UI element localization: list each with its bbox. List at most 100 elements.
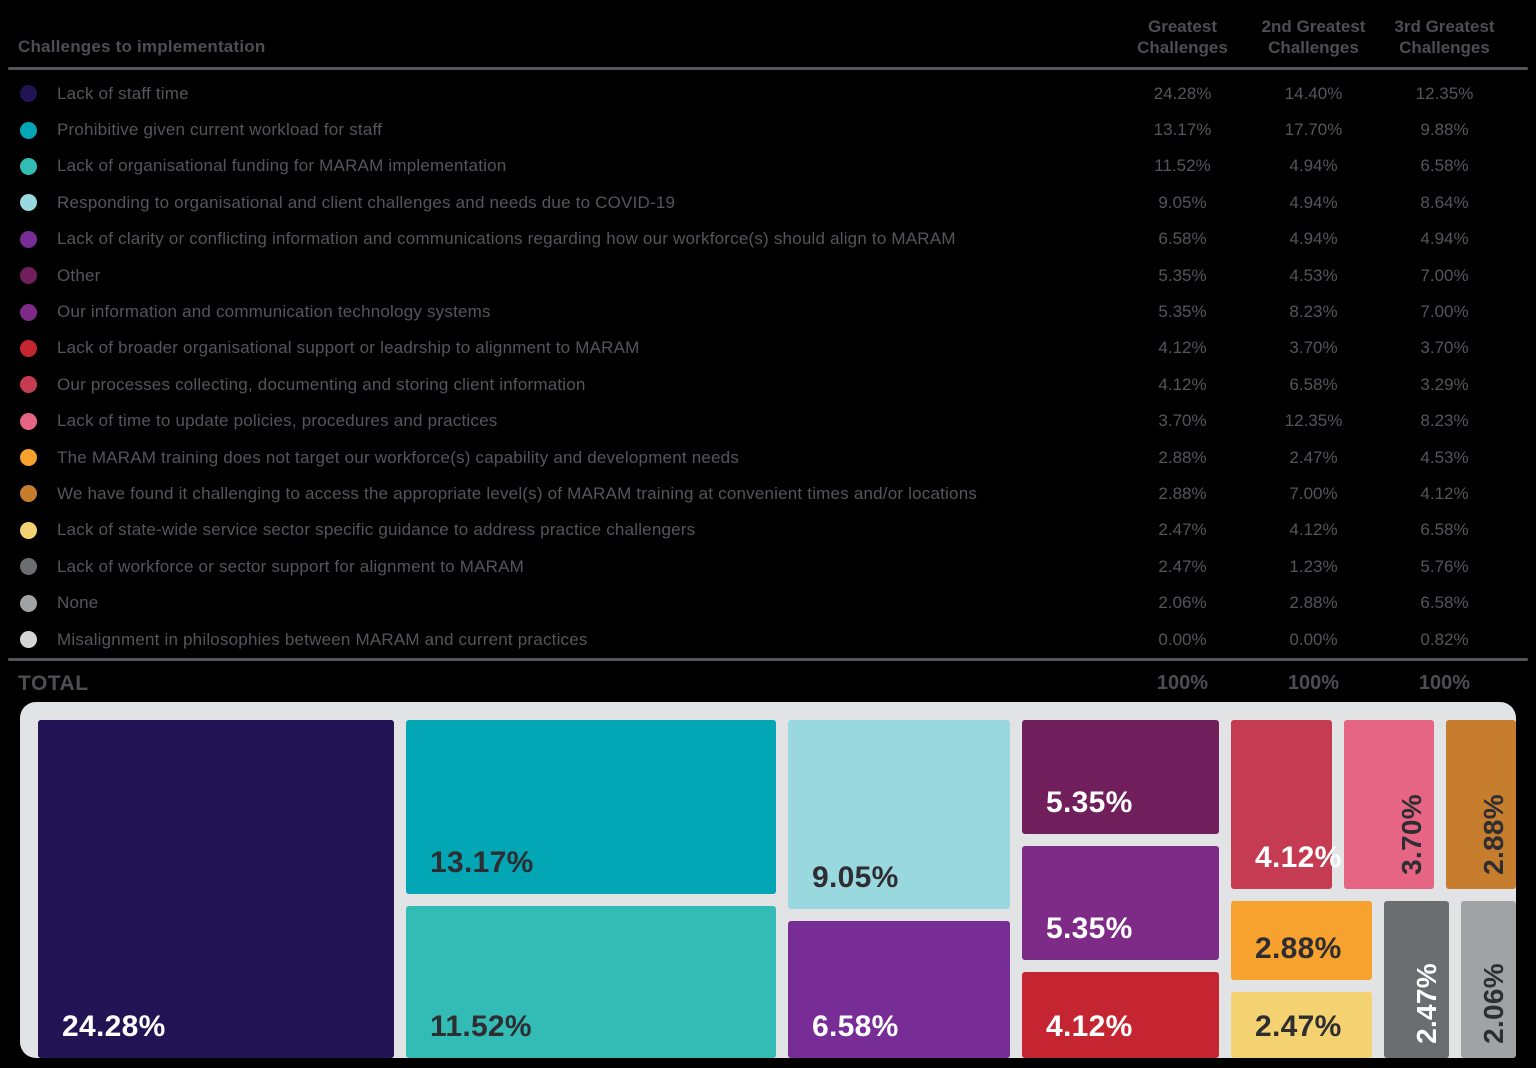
table-row: Responding to organisational and client … (0, 185, 1536, 221)
challenge-label: Lack of clarity or conflicting informati… (57, 229, 956, 249)
table-header: Challenges to implementation Greatest Ch… (0, 0, 1536, 67)
challenge-value-col2: 0.00% (1289, 629, 1338, 649)
challenge-color-dot-icon (20, 230, 37, 248)
challenge-label: Lack of state-wide service sector specif… (57, 520, 696, 540)
challenge-color-dot-icon (20, 157, 37, 175)
challenge-value-col3: 12.35% (1415, 83, 1474, 103)
treemap-tile: 5.35% (1022, 846, 1219, 960)
treemap-tile-label: 2.06% (1478, 963, 1509, 1044)
treemap-chart: 24.28% 13.17% 11.52% 9.05% 6.58% 5.35% 5.35% 4.… (20, 702, 1516, 1058)
treemap-tile: 5.35% (1022, 720, 1219, 834)
challenge-value-col2: 4.94% (1289, 229, 1338, 249)
challenge-label: Misalignment in philosophies between MAR… (57, 629, 588, 649)
column-header-2nd-greatest: 2nd Greatest Challenges (1261, 17, 1366, 58)
challenge-color-dot-icon (20, 485, 37, 503)
treemap-tile: 2.06% (1461, 901, 1516, 1058)
treemap-tile-label: 2.47% (1255, 1010, 1342, 1043)
challenge-color-dot-icon (20, 594, 37, 612)
challenge-value-col2: 4.94% (1289, 156, 1338, 176)
challenge-color-dot-icon (20, 194, 37, 212)
challenge-value-col3: 5.76% (1420, 556, 1469, 576)
total-value-2nd: 100% (1287, 672, 1340, 695)
challenge-value-col1: 2.88% (1158, 447, 1207, 467)
treemap-tile-label: 5.35% (1046, 912, 1133, 945)
table-row: Our information and communication techno… (0, 294, 1536, 330)
challenge-value-col3: 0.82% (1420, 629, 1469, 649)
challenge-rows: Lack of staff time 24.28% 14.40% 12.35% Proh… (0, 70, 1536, 658)
treemap-tile: 2.47% (1384, 901, 1449, 1058)
challenge-label: Prohibitive given current workload for s… (57, 120, 383, 140)
challenge-color-dot-icon (20, 449, 37, 467)
total-row: TOTAL 100% 100% 100% (0, 663, 1536, 705)
treemap-tile: 24.28% (38, 720, 394, 1058)
challenge-value-col2: 4.94% (1289, 192, 1338, 212)
total-value-3rd: 100% (1418, 672, 1471, 695)
treemap-tile-label: 6.58% (812, 1010, 899, 1043)
challenge-label: We have found it challenging to access t… (57, 483, 978, 503)
treemap-tile-label: 3.70% (1396, 794, 1427, 875)
challenge-color-dot-icon (20, 521, 37, 539)
table-row: Lack of broader organisational support o… (0, 330, 1536, 366)
challenge-value-col3: 9.88% (1420, 120, 1469, 140)
table-row: Other 5.35% 4.53% 7.00% (0, 257, 1536, 293)
treemap-tile: 2.88% (1231, 901, 1372, 980)
treemap-tile: 2.88% (1446, 720, 1516, 889)
challenge-label: Lack of time to update policies, procedu… (57, 411, 498, 431)
challenge-label: Our information and communication techno… (57, 302, 491, 322)
challenge-color-dot-icon (20, 412, 37, 430)
treemap-tile-label: 4.12% (1255, 841, 1342, 874)
challenge-value-col2: 8.23% (1289, 302, 1338, 322)
challenge-value-col3: 8.23% (1420, 411, 1469, 431)
treemap-tile: 11.52% (406, 906, 776, 1058)
challenge-value-col2: 1.23% (1289, 556, 1338, 576)
challenge-label: Lack of broader organisational support o… (57, 338, 640, 358)
treemap-tile-label: 2.88% (1478, 794, 1509, 875)
challenge-value-col1: 5.35% (1158, 265, 1207, 285)
treemap-tile-label: 2.47% (1411, 963, 1442, 1044)
treemap-tile: 2.47% (1231, 992, 1372, 1058)
challenge-value-col3: 3.29% (1420, 374, 1469, 394)
challenge-value-col3: 7.00% (1420, 265, 1469, 285)
challenge-value-col1: 2.06% (1158, 593, 1207, 613)
challenge-color-dot-icon (20, 85, 37, 103)
challenge-label: Lack of staff time (57, 83, 189, 103)
treemap-tile-label: 9.05% (812, 861, 899, 894)
challenge-value-col2: 3.70% (1289, 338, 1338, 358)
treemap-tile: 3.70% (1344, 720, 1434, 889)
total-label: TOTAL (18, 671, 89, 695)
challenge-color-dot-icon (20, 558, 37, 576)
challenge-value-col1: 4.12% (1158, 374, 1207, 394)
table-row: Lack of workforce or sector support for … (0, 549, 1536, 585)
challenge-label: Our processes collecting, documenting an… (57, 374, 586, 394)
challenge-value-col1: 4.12% (1158, 338, 1207, 358)
treemap-tile: 4.12% (1022, 972, 1219, 1058)
challenge-value-col1: 3.70% (1158, 411, 1207, 431)
column-header-3rd-greatest: 3rd Greatest Challenges (1394, 17, 1495, 58)
total-value-greatest: 100% (1156, 672, 1209, 695)
challenge-value-col1: 24.28% (1153, 83, 1212, 103)
challenge-value-col3: 4.12% (1420, 483, 1469, 503)
table-row: We have found it challenging to access t… (0, 476, 1536, 512)
challenge-value-col1: 2.47% (1158, 520, 1207, 540)
challenge-color-dot-icon (20, 376, 37, 394)
challenge-value-col3: 6.58% (1420, 593, 1469, 613)
table-row: Our processes collecting, documenting an… (0, 367, 1536, 403)
challenge-value-col3: 8.64% (1420, 192, 1469, 212)
challenge-value-col2: 4.53% (1289, 265, 1338, 285)
challenge-value-col2: 2.88% (1289, 593, 1338, 613)
challenge-value-col1: 2.47% (1158, 556, 1207, 576)
treemap-tile: 4.12% (1231, 720, 1341, 889)
treemap-tile-label: 5.35% (1046, 786, 1133, 819)
table-row: The MARAM training does not target our w… (0, 439, 1536, 475)
column-header-greatest: Greatest Challenges (1137, 17, 1228, 58)
challenge-value-col3: 3.70% (1420, 338, 1469, 358)
treemap-tile: 9.05% (788, 720, 1010, 909)
table-title: Challenges to implementation (18, 36, 266, 56)
challenge-value-col2: 12.35% (1284, 411, 1343, 431)
challenge-value-col2: 4.12% (1289, 520, 1338, 540)
treemap-tiles: 24.28% 13.17% 11.52% 9.05% 6.58% 5.35% 5.35% 4.… (38, 720, 1516, 1058)
challenge-color-dot-icon (20, 303, 37, 321)
table-row: Lack of organisational funding for MARAM… (0, 148, 1536, 184)
challenge-value-col1: 11.52% (1154, 156, 1211, 176)
